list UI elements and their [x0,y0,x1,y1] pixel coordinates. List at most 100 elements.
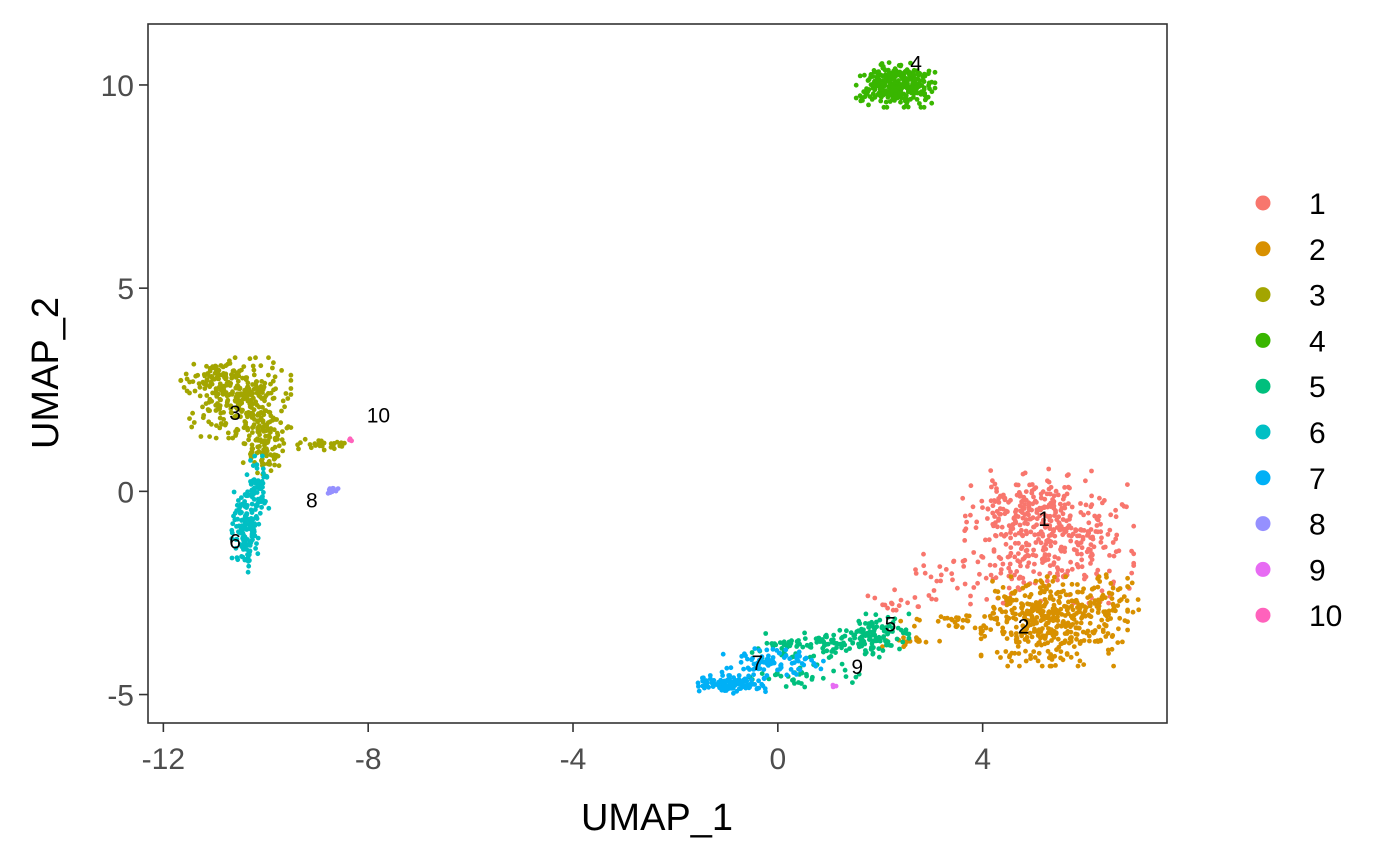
point-cluster-7 [801,662,807,668]
point-cluster-2 [1087,638,1092,644]
point-cluster-3 [331,446,337,452]
point-cluster-1 [1030,501,1036,507]
point-cluster-3 [236,403,242,409]
point-cluster-5 [802,684,808,690]
point-cluster-1 [1035,532,1041,537]
point-cluster-3 [276,443,282,449]
point-cluster-1 [993,533,999,539]
point-cluster-1 [1079,564,1085,570]
point-cluster-1 [971,585,977,590]
point-cluster-7 [736,673,742,678]
point-cluster-2 [1000,629,1005,635]
point-cluster-1 [1079,551,1084,557]
point-cluster-2 [1006,615,1012,621]
point-cluster-3 [232,355,238,361]
point-cluster-3 [239,367,244,373]
point-cluster-7 [741,666,746,672]
point-cluster-1 [1021,506,1027,511]
point-cluster-3 [207,434,213,439]
point-cluster-1 [1055,577,1060,583]
point-cluster-2 [1052,574,1057,580]
point-cluster-1 [1023,548,1029,554]
point-cluster-3 [204,363,209,369]
point-cluster-2 [1125,627,1130,633]
point-cluster-2 [1058,649,1064,654]
point-cluster-3 [209,421,214,427]
point-cluster-3 [235,383,241,389]
point-cluster-2 [1106,612,1111,617]
point-cluster-2 [1005,663,1011,669]
point-cluster-3 [271,395,277,401]
point-cluster-5 [778,673,784,679]
point-cluster-1 [979,498,985,504]
legend-key-6 [1255,424,1271,440]
point-cluster-2 [1089,608,1095,613]
point-cluster-2 [1092,639,1098,644]
point-cluster-6 [258,486,264,492]
point-cluster-3 [330,442,336,448]
point-cluster-2 [1125,584,1131,590]
point-cluster-1 [1023,489,1029,494]
point-cluster-3 [282,404,287,410]
point-cluster-2 [1062,631,1068,636]
point-cluster-2 [1108,616,1113,621]
point-cluster-2 [988,627,994,632]
point-cluster-1 [990,503,996,509]
point-cluster-3 [249,392,254,398]
point-cluster-3 [285,396,291,401]
point-cluster-3 [285,424,291,429]
point-cluster-1 [1016,551,1021,556]
point-cluster-6 [229,555,235,561]
point-cluster-4 [921,104,927,110]
point-cluster-3 [268,390,274,396]
point-cluster-3 [224,380,230,386]
point-cluster-2 [1022,593,1028,599]
point-cluster-4 [932,80,938,86]
point-cluster-2 [1106,590,1112,596]
point-cluster-2 [949,617,955,623]
point-cluster-4 [883,99,889,105]
point-cluster-4 [862,72,867,78]
point-cluster-2 [995,589,1001,595]
point-cluster-5 [800,644,806,650]
y-axis: -5 0 5 10 [101,70,148,713]
point-cluster-1 [1008,550,1014,556]
point-cluster-3 [195,372,201,378]
point-cluster-1 [1053,488,1059,494]
point-cluster-6 [238,502,244,508]
point-cluster-4 [874,78,880,84]
point-cluster-3 [228,410,234,415]
point-cluster-5 [838,641,844,647]
point-cluster-5 [852,632,858,638]
point-cluster-7 [723,688,729,693]
point-cluster-1 [1092,513,1098,519]
point-cluster-3 [258,363,264,369]
point-cluster-1 [1068,538,1074,544]
point-cluster-7 [761,667,767,672]
point-cluster-1 [1031,494,1036,500]
point-cluster-2 [1071,644,1077,649]
point-cluster-2 [1013,624,1019,630]
point-cluster-2 [1136,607,1142,613]
point-cluster-1 [985,516,990,521]
point-cluster-2 [1045,648,1051,654]
point-cluster-1 [1113,514,1119,520]
point-cluster-6 [259,504,264,510]
point-cluster-3 [247,356,253,362]
point-cluster-2 [992,616,997,622]
point-cluster-1 [1054,517,1060,523]
cluster-label-2: 2 [1018,616,1030,639]
point-cluster-1 [975,580,980,586]
x-tick-label: -8 [355,743,382,776]
point-cluster-5 [900,639,906,645]
point-cluster-1 [1053,508,1058,514]
point-cluster-5 [796,638,801,643]
point-cluster-2 [1028,653,1033,658]
point-cluster-6 [245,569,251,575]
point-cluster-3 [262,422,268,428]
point-cluster-2 [1124,598,1130,604]
point-cluster-1 [991,549,997,554]
point-cluster-2 [1084,630,1089,636]
point-cluster-2 [1109,596,1115,601]
point-cluster-4 [878,98,884,104]
